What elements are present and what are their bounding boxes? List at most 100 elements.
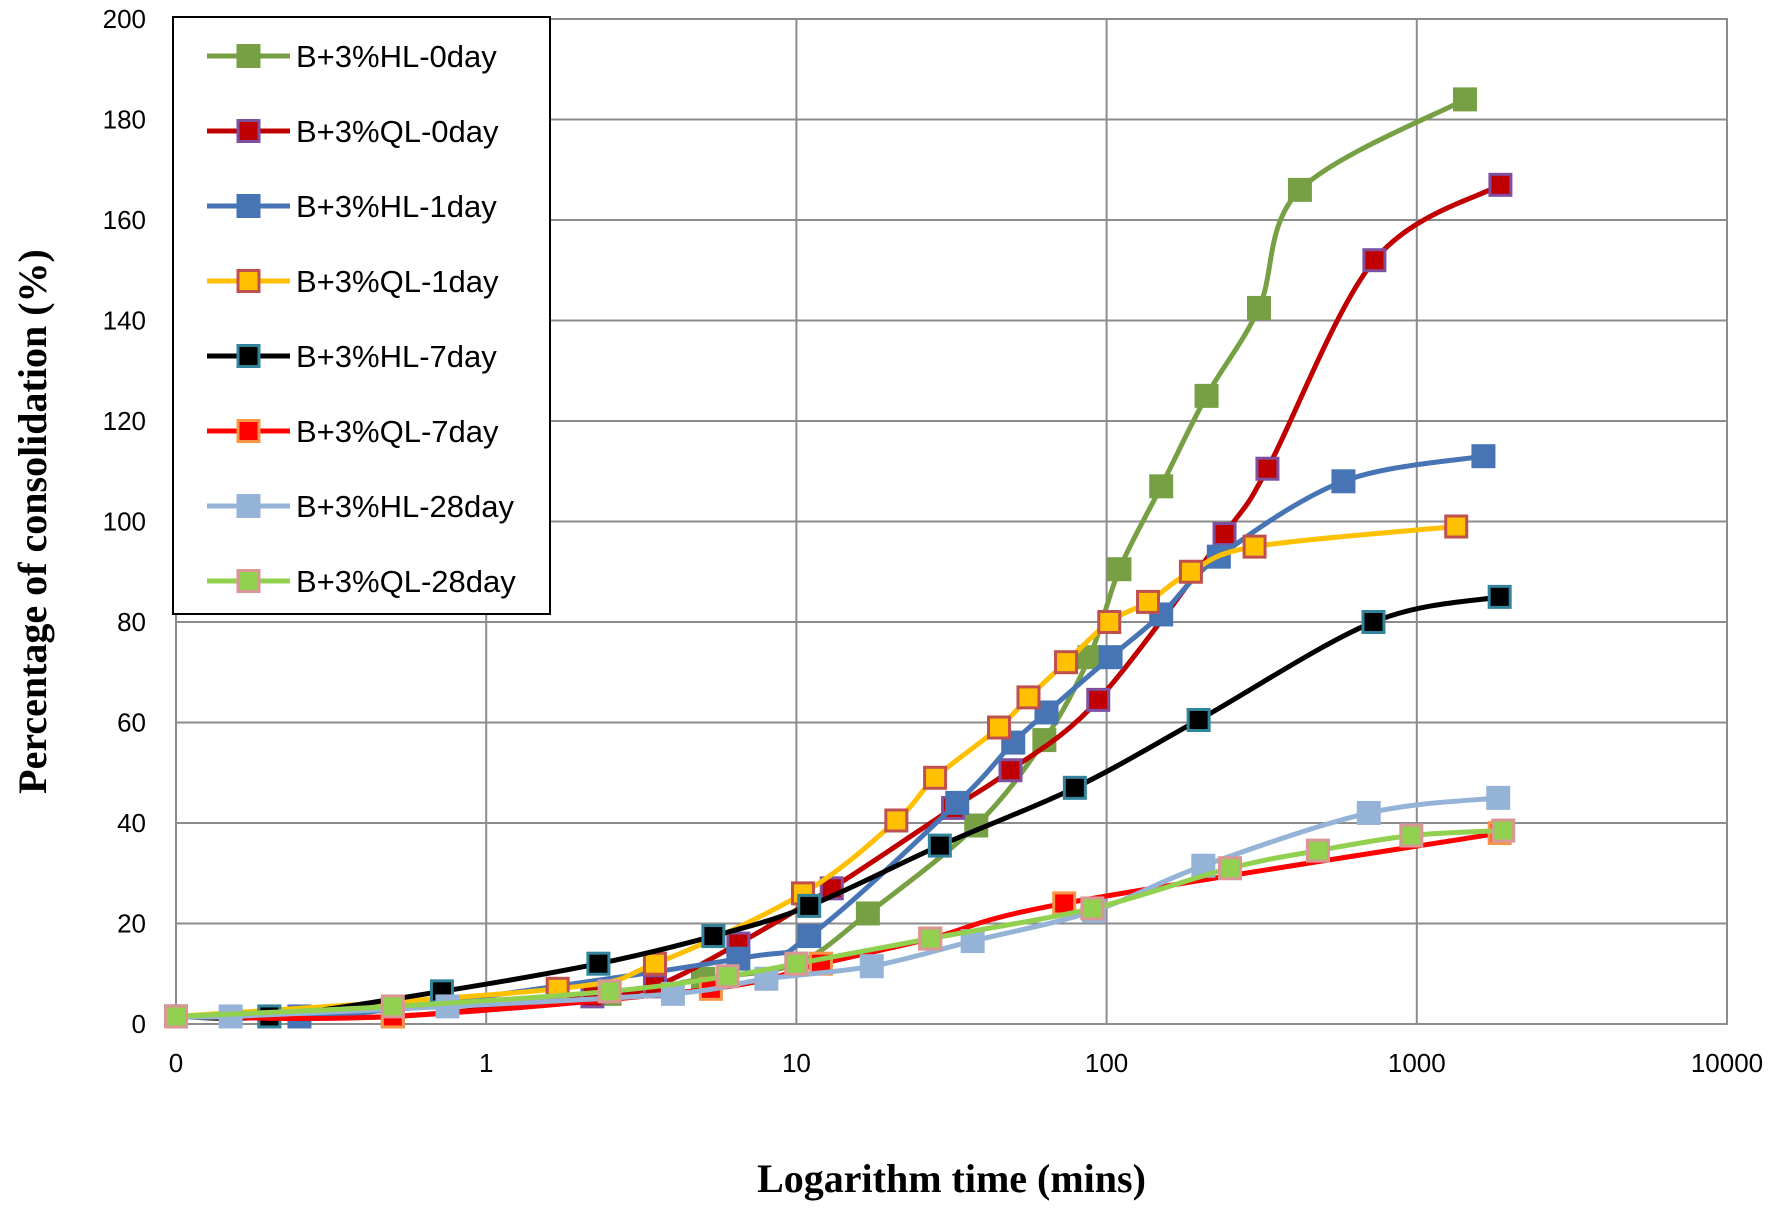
data-point-marker xyxy=(164,1004,188,1029)
legend-marker xyxy=(236,494,261,518)
data-point-marker xyxy=(1098,645,1123,670)
legend-item: B+3%HL-1day xyxy=(207,189,497,224)
data-point-marker xyxy=(1218,856,1243,881)
legend-marker xyxy=(236,569,261,593)
legend-marker xyxy=(236,344,261,368)
data-point-marker xyxy=(1034,700,1059,725)
y-axis-ticks: 0 20 40 60 80 100 120 140 160 180 200 xyxy=(103,4,146,1039)
data-point-marker xyxy=(1062,775,1087,800)
data-point-marker xyxy=(1305,838,1330,863)
legend: B+3%HL-0day B+3%QL-0day B+3%HL-1day B+3%QL-… xyxy=(172,16,551,615)
data-point-marker xyxy=(1194,383,1219,408)
data-point-marker xyxy=(715,964,740,989)
legend-item: B+3%HL-7day xyxy=(207,339,497,374)
x-tick-label: 1000 xyxy=(1388,1048,1446,1078)
data-point-marker xyxy=(1178,559,1203,584)
y-tick-label: 40 xyxy=(117,808,146,838)
x-tick-label: 0 xyxy=(169,1048,183,1078)
data-point-marker xyxy=(797,924,822,949)
legend-item: B+3%HL-0day xyxy=(207,39,497,74)
data-point-marker xyxy=(586,951,611,976)
data-point-marker xyxy=(1361,610,1386,634)
data-point-marker xyxy=(1491,818,1516,843)
legend-label: B+3%HL-7day xyxy=(296,339,497,374)
legend-box xyxy=(172,16,551,615)
legend-label: B+3%QL-28day xyxy=(296,564,516,599)
series-B+3%QL-28day xyxy=(164,818,1516,1029)
data-point-marker xyxy=(1356,800,1381,825)
data-point-marker xyxy=(435,994,460,1019)
y-tick-label: 200 xyxy=(103,4,146,34)
data-point-marker xyxy=(927,833,952,858)
data-point-marker xyxy=(1097,610,1122,634)
y-tick-label: 120 xyxy=(103,406,146,436)
data-point-marker xyxy=(945,790,970,815)
y-tick-label: 180 xyxy=(103,105,146,135)
y-tick-label: 20 xyxy=(117,909,146,939)
data-point-marker xyxy=(918,926,943,951)
data-point-marker xyxy=(1086,687,1111,712)
x-tick-label: 1 xyxy=(479,1048,493,1078)
data-point-marker xyxy=(923,765,948,790)
data-point-marker xyxy=(1186,707,1211,732)
y-tick-label: 60 xyxy=(117,708,146,738)
legend-marker xyxy=(236,119,261,143)
legend-marker xyxy=(236,44,261,68)
legend-item: B+3%QL-1day xyxy=(207,264,499,299)
legend-marker xyxy=(236,194,261,218)
data-point-marker xyxy=(1486,785,1511,810)
y-tick-label: 0 xyxy=(132,1009,146,1039)
data-point-marker xyxy=(1362,248,1387,273)
data-point-marker xyxy=(987,715,1012,740)
data-point-marker xyxy=(1212,522,1237,547)
data-point-marker xyxy=(1488,172,1513,197)
legend-marker xyxy=(236,419,261,443)
data-point-marker xyxy=(1054,650,1079,675)
legend-label: B+3%HL-1day xyxy=(296,189,497,224)
legend-item: B+3%QL-0day xyxy=(207,114,499,149)
data-point-marker xyxy=(1149,474,1174,499)
data-point-marker xyxy=(1080,896,1105,921)
data-point-marker xyxy=(998,758,1023,783)
data-point-marker xyxy=(1107,557,1132,582)
legend-item: B+3%QL-28day xyxy=(207,564,516,599)
data-point-marker xyxy=(380,994,405,1019)
y-axis-title: Percentage of consolidation (%) xyxy=(10,249,55,794)
y-tick-label: 80 xyxy=(117,607,146,637)
legend-label: B+3%QL-7day xyxy=(296,414,499,449)
data-point-marker xyxy=(642,951,667,976)
data-point-marker xyxy=(1444,514,1469,539)
data-point-marker xyxy=(1247,295,1272,320)
legend-label: B+3%HL-0day xyxy=(296,39,497,74)
data-point-marker xyxy=(701,924,726,949)
legend-label: B+3%QL-0day xyxy=(296,114,499,149)
x-tick-label: 10000 xyxy=(1691,1048,1763,1078)
data-point-marker xyxy=(1452,87,1477,112)
data-point-marker xyxy=(797,893,822,918)
data-point-marker xyxy=(859,954,884,979)
legend-marker xyxy=(236,269,261,293)
x-axis-ticks: 0 1 10 100 1000 10000 xyxy=(169,1048,1763,1078)
x-tick-label: 100 xyxy=(1085,1048,1128,1078)
data-point-marker xyxy=(1242,534,1267,559)
y-tick-label: 100 xyxy=(103,507,146,537)
legend-item: B+3%QL-7day xyxy=(207,414,499,449)
data-point-marker xyxy=(884,808,909,833)
legend-label: B+3%HL-28day xyxy=(296,489,514,524)
data-point-marker xyxy=(784,951,809,976)
legend-label: B+3%QL-1day xyxy=(296,264,499,299)
data-point-marker xyxy=(1487,584,1512,609)
y-tick-label: 160 xyxy=(103,205,146,235)
x-axis-title: Logarithm time (mins) xyxy=(757,1156,1146,1201)
data-point-marker xyxy=(1471,444,1496,469)
data-point-marker xyxy=(1331,469,1356,494)
data-point-marker xyxy=(1399,823,1424,848)
data-point-marker xyxy=(1136,589,1161,614)
data-point-marker xyxy=(597,979,622,1004)
data-point-marker xyxy=(1016,685,1041,710)
y-tick-label: 140 xyxy=(103,306,146,336)
data-point-marker xyxy=(855,901,880,926)
data-point-marker xyxy=(1287,177,1312,202)
data-point-marker xyxy=(1255,456,1280,481)
